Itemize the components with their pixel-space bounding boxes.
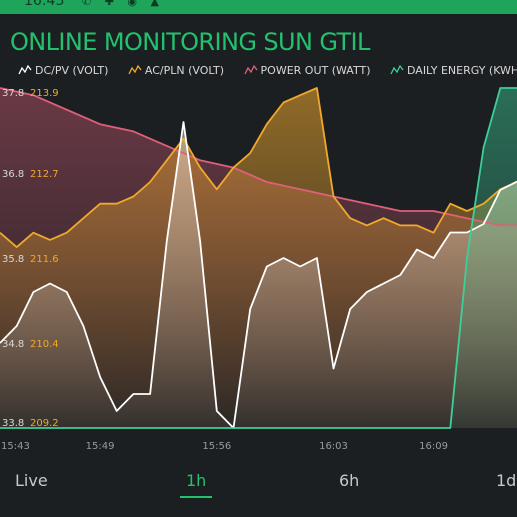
line-chart[interactable]: 37.8 213.9 36.8 212.7 35.8 211.6 34.8 210.4 33.8…	[0, 78, 517, 458]
area-daily-energy	[0, 88, 517, 428]
x-tick-label: 15:56	[202, 441, 231, 452]
tab-1h-label: 1h	[186, 471, 207, 490]
y-tick-right: 211.6	[30, 254, 59, 265]
time-range-tabs: Live 1h 6h 1d	[0, 458, 517, 517]
y-tick-right: 210.4	[30, 339, 59, 350]
status-time: 16:43	[24, 0, 65, 9]
tab-1d[interactable]: 1d	[496, 471, 517, 490]
x-tick-label: 15:43	[1, 441, 30, 452]
tab-live[interactable]: Live	[15, 471, 48, 490]
y-tick-left: 33.8	[2, 418, 24, 429]
line-chart-icon	[18, 65, 32, 75]
x-tick-label: 16:09	[419, 441, 448, 452]
y-tick-left: 35.8	[2, 254, 24, 265]
status-bar: 16:43 ✆ ✚ ◉ ▲	[0, 0, 517, 14]
tab-1h[interactable]: 1h	[180, 471, 213, 498]
legend-item-dc-pv[interactable]: DC/PV (VOLT)	[18, 64, 108, 77]
tab-6h[interactable]: 6h	[339, 471, 360, 490]
x-tick-label: 15:49	[86, 441, 115, 452]
legend-label-daily-energy: DAILY ENERGY (KWH)	[407, 64, 517, 77]
legend-item-power-out[interactable]: POWER OUT (WATT)	[243, 64, 371, 77]
y-tick-left: 36.8	[2, 169, 24, 180]
legend-item-ac-pln[interactable]: AC/PLN (VOLT)	[128, 64, 224, 77]
y-tick-right: 213.9	[30, 88, 59, 99]
legend-label-ac-pln: AC/PLN (VOLT)	[144, 64, 225, 77]
y-tick-right: 212.7	[30, 169, 59, 180]
series-line-daily-energy[interactable]	[0, 87, 517, 429]
line-chart-icon	[128, 65, 142, 75]
active-tab-indicator	[180, 496, 213, 498]
line-chart-icon	[390, 65, 404, 75]
area-dc-pv	[0, 122, 517, 428]
series-line-dc-pv[interactable]	[0, 121, 517, 429]
notification-icons: ✆ ✚ ◉ ▲	[82, 0, 164, 8]
y-tick-left: 37.8	[2, 88, 24, 99]
app-title: ONLINE MONITORING SUN GTIL	[10, 28, 370, 56]
line-chart-icon	[243, 65, 258, 75]
legend-item-daily-energy[interactable]: DAILY ENERGY (KWH)	[390, 64, 517, 77]
legend-label-dc-pv: DC/PV (VOLT)	[35, 64, 109, 77]
chart-legend: DC/PV (VOLT) AC/PLN (VOLT) POWER OUT (WA…	[18, 64, 517, 80]
x-tick-label: 16:03	[319, 441, 348, 452]
y-tick-left: 34.8	[2, 339, 24, 350]
series-line-ac-pln[interactable]	[0, 87, 517, 249]
y-tick-right: 209.2	[30, 418, 59, 429]
legend-label-power-out: POWER OUT (WATT)	[260, 64, 371, 77]
